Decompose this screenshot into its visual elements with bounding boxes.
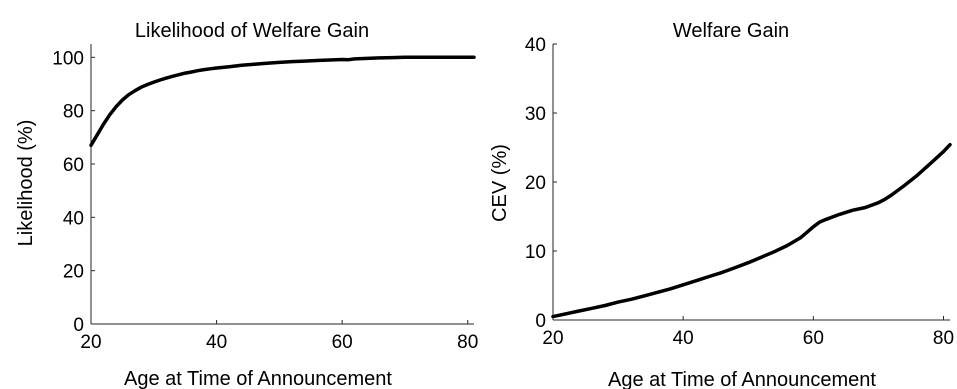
x-tick-label: 60 bbox=[332, 332, 353, 353]
y-tick-label: 0 bbox=[535, 311, 546, 332]
x-axis-label: Age at Time of Announcement bbox=[608, 369, 876, 389]
welfare-gain-chart: Welfare Gain Age at Time of Announcement… bbox=[489, 20, 954, 389]
series-line bbox=[89, 55, 476, 148]
x-tick-label: 40 bbox=[206, 332, 227, 353]
series-line bbox=[551, 142, 952, 319]
x-tick-label: 80 bbox=[457, 332, 478, 353]
x-tick-label: 40 bbox=[673, 328, 694, 349]
y-tick-label: 100 bbox=[52, 48, 84, 69]
x-tick-label: 60 bbox=[803, 328, 824, 349]
y-axis-label: CEV (%) bbox=[489, 144, 511, 222]
y-tick-label: 60 bbox=[63, 155, 84, 176]
x-tick-label: 20 bbox=[80, 332, 101, 353]
y-tick-label: 40 bbox=[63, 208, 84, 229]
y-axis-label: Likelihood (%) bbox=[15, 120, 37, 247]
y-tick-label: 40 bbox=[525, 35, 546, 56]
y-tick-label: 10 bbox=[525, 242, 546, 263]
x-axis-label: Age at Time of Announcement bbox=[124, 368, 392, 389]
y-tick-label: 30 bbox=[525, 104, 546, 125]
likelihood-chart: Likelihood of Welfare Gain Age at Time o… bbox=[15, 20, 478, 389]
y-tick-label: 0 bbox=[73, 315, 84, 336]
chart-title: Welfare Gain bbox=[673, 20, 789, 42]
y-tick-label: 80 bbox=[63, 102, 84, 123]
x-tick-label: 80 bbox=[933, 328, 954, 349]
y-tick-label: 20 bbox=[525, 173, 546, 194]
y-tick-label: 20 bbox=[63, 262, 84, 283]
chart-title: Likelihood of Welfare Gain bbox=[135, 20, 369, 42]
x-tick-label: 20 bbox=[542, 328, 563, 349]
